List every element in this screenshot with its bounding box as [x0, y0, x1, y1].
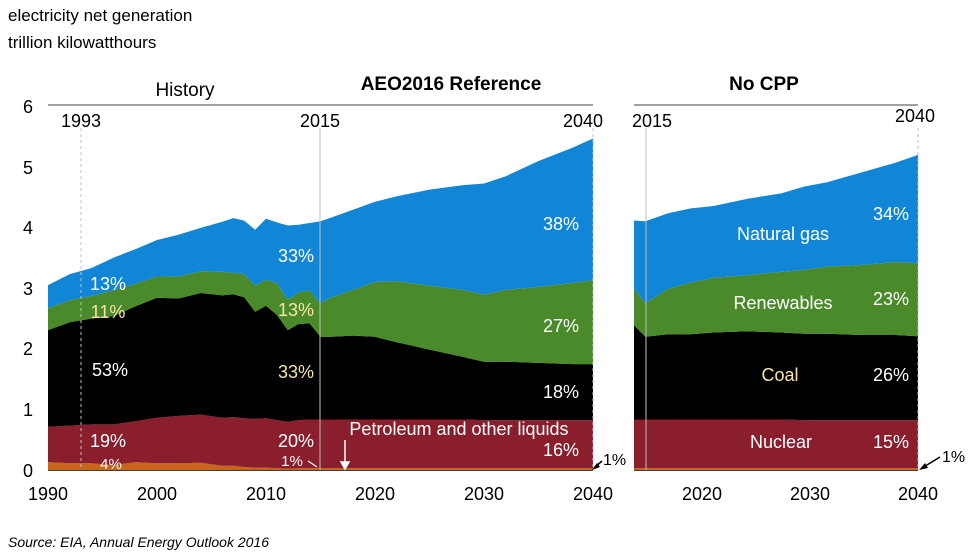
y-tick-0: 0	[23, 461, 33, 481]
right-area-natural-gas	[634, 154, 918, 304]
x-tick-2030-right: 2030	[790, 484, 830, 504]
pet-2015-arrow	[307, 460, 318, 468]
label-petroleum-name: Petroleum and other liquids	[349, 419, 568, 439]
right-area-petroleum	[634, 468, 918, 470]
marker-2040: 2040	[563, 111, 603, 131]
pet-2040-callout: 1%	[592, 452, 626, 470]
y-tick-labels: 0 1 2 3 4 5 6	[23, 97, 33, 481]
petroleum-arrow	[339, 440, 351, 471]
label-pet-2040: 1%	[603, 452, 626, 469]
y-tick-5: 5	[23, 158, 33, 178]
label-nuc-2015: 20%	[278, 431, 314, 451]
label-gas-2040: 38%	[543, 214, 579, 234]
title-no-cpp: No CPP	[729, 74, 799, 95]
right-area-nuclear	[634, 419, 918, 469]
x-tick-labels: 1990 2000 2010 2020 2030 2040 2020 2030 …	[28, 484, 938, 504]
label-gas-name: Natural gas	[737, 224, 829, 244]
x-tick-1990: 1990	[28, 484, 68, 504]
right-area-renewables	[634, 262, 918, 337]
label-ren-2015: 13%	[278, 300, 314, 320]
label-nuc-name: Nuclear	[750, 432, 812, 452]
y-tick-2: 2	[23, 339, 33, 359]
y-tick-4: 4	[23, 218, 33, 238]
pet-2040-right-arrow-head	[919, 463, 928, 470]
year-markers	[80, 128, 919, 470]
label-coal-2015: 33%	[278, 362, 314, 382]
marker-1993: 1993	[61, 111, 101, 131]
year-marker-labels: 1993 2015 2040 2015 2040	[61, 106, 935, 131]
label-pet-2015: 1%	[281, 453, 303, 470]
petroleum-arrow-head	[339, 461, 351, 471]
label-pet-2040-right: 1%	[942, 449, 965, 466]
label-nuc-1990: 19%	[90, 431, 126, 451]
label-gas-2040-right: 34%	[873, 204, 909, 224]
title-history: History	[155, 80, 215, 101]
right-area-coal	[634, 325, 918, 421]
y-tick-3: 3	[23, 279, 33, 299]
label-coal-name: Coal	[761, 365, 798, 385]
label-ren-2040-right: 23%	[873, 289, 909, 309]
source-note: Source: EIA, Annual Energy Outlook 2016	[8, 534, 269, 550]
label-coal-2040-right: 26%	[873, 365, 909, 385]
title-reference: AEO2016 Reference	[361, 74, 542, 95]
pet-2040-callout-right: 1%	[919, 449, 965, 470]
x-tick-2010: 2010	[246, 484, 286, 504]
left-area-petroleum	[48, 462, 593, 470]
x-tick-2020: 2020	[355, 484, 395, 504]
marker-2015: 2015	[300, 111, 340, 131]
label-nuc-2040: 16%	[543, 440, 579, 460]
pet-2015-arrow-shaft	[307, 460, 318, 468]
marker-2040-right: 2040	[895, 106, 935, 126]
label-nuc-2040-right: 15%	[873, 432, 909, 452]
label-coal-2040: 18%	[543, 382, 579, 402]
unit-line-1: electricity net generation	[8, 6, 193, 25]
unit-line-2: trillion kilowatthours	[8, 33, 157, 52]
x-tick-2030: 2030	[464, 484, 504, 504]
label-ren-name: Renewables	[733, 293, 832, 313]
label-ren-1990: 11%	[91, 302, 126, 322]
label-gas-2015: 33%	[278, 246, 314, 266]
x-tick-2020-right: 2020	[682, 484, 722, 504]
x-tick-2000: 2000	[137, 484, 177, 504]
x-tick-2040: 2040	[573, 484, 613, 504]
x-tick-2040-right: 2040	[898, 484, 938, 504]
label-gas-1990: 13%	[90, 274, 126, 294]
label-coal-1990: 53%	[92, 360, 128, 380]
marker-2015-right: 2015	[632, 111, 672, 131]
pet-2040-arrow-head	[592, 463, 600, 470]
label-pet-1990: 4%	[100, 456, 122, 473]
y-tick-6: 6	[23, 97, 33, 117]
y-tick-1: 1	[23, 400, 33, 420]
label-ren-2040: 27%	[543, 316, 579, 336]
